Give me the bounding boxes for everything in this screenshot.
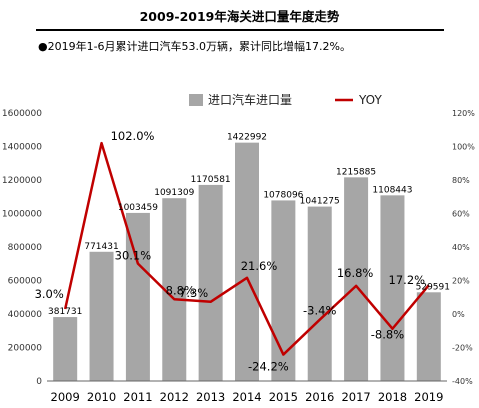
bar-value-label: 381731 xyxy=(48,307,82,317)
bar-value-label: 1091309 xyxy=(154,188,194,198)
yoy-value-label: 102.0% xyxy=(111,129,155,143)
x-tick-label: 2016 xyxy=(305,390,334,404)
right-tick-label: 80% xyxy=(452,176,470,185)
left-tick-label: 0 xyxy=(36,377,42,387)
bar-2018 xyxy=(380,195,405,381)
left-tick-label: 1200000 xyxy=(2,176,42,186)
x-tick-label: 2011 xyxy=(123,390,152,404)
yoy-value-label: 16.8% xyxy=(337,266,374,280)
left-tick-label: 200000 xyxy=(8,344,43,354)
bar-value-label: 1003459 xyxy=(118,203,158,213)
bar-2014 xyxy=(235,142,259,381)
chart-subtitle: ●2019年1-6月累计进口汽车53.0万辆，累计同比增幅17.2%。 xyxy=(38,40,351,53)
bar-2013 xyxy=(198,184,223,381)
bar-2016 xyxy=(307,206,332,381)
bar-value-label: 1170581 xyxy=(191,175,231,185)
x-tick-label: 2013 xyxy=(196,390,225,404)
bar-value-label: 1078096 xyxy=(263,190,303,200)
yoy-value-label: -24.2% xyxy=(248,360,289,374)
chart-title: 2009-2019年海关进口量年度走势 xyxy=(139,9,340,24)
right-tick-label: 0% xyxy=(452,310,465,319)
legend: 进口汽车进口量 YOY xyxy=(189,92,382,107)
x-tick-label: 2017 xyxy=(341,390,370,404)
bar-value-label: 1422992 xyxy=(227,133,267,143)
bar-2019 xyxy=(416,292,441,381)
right-tick-label: 20% xyxy=(452,277,470,286)
legend-swatch-bar xyxy=(189,94,203,106)
bar-value-label: 1108443 xyxy=(372,185,412,195)
left-tick-label: 1000000 xyxy=(2,210,42,220)
yoy-value-label: 30.1% xyxy=(115,249,152,263)
yoy-value-label: -8.8% xyxy=(371,328,404,342)
left-tick-label: 1600000 xyxy=(2,109,42,119)
x-tick-label: 2009 xyxy=(51,390,80,404)
legend-label-bar: 进口汽车进口量 xyxy=(208,92,292,107)
x-tick-label: 2010 xyxy=(87,390,116,404)
bar-value-label: 1041275 xyxy=(300,197,340,207)
x-tick-label: 2012 xyxy=(160,390,189,404)
bar-2012 xyxy=(162,198,187,381)
x-tick-label: 2014 xyxy=(232,390,261,404)
title-divider xyxy=(36,29,444,31)
yoy-value-label: 7.3% xyxy=(179,286,208,300)
right-tick-label: 60% xyxy=(452,210,470,219)
yoy-value-label: 3.0% xyxy=(35,287,64,301)
yoy-value-label: -3.4% xyxy=(303,304,336,318)
legend-label-line: YOY xyxy=(358,93,382,107)
bar-value-label: 771431 xyxy=(84,242,118,252)
bar-2010 xyxy=(89,251,114,381)
right-tick-label: 40% xyxy=(452,243,470,252)
left-tick-label: 1400000 xyxy=(2,143,42,153)
x-tick-label: 2018 xyxy=(378,390,407,404)
right-tick-label: 100% xyxy=(452,143,475,152)
left-tick-label: 800000 xyxy=(8,243,43,253)
yoy-value-label: 17.2% xyxy=(389,273,426,287)
bar-value-label: 1215885 xyxy=(336,167,376,177)
x-tick-label: 2019 xyxy=(414,390,443,404)
right-tick-label: -20% xyxy=(452,344,473,353)
yoy-value-label: 8.8% xyxy=(166,283,195,297)
yoy-value-label: 21.6% xyxy=(241,259,278,273)
yoy-line xyxy=(63,141,430,356)
left-tick-label: 400000 xyxy=(8,310,43,320)
bar-2015 xyxy=(271,200,296,381)
right-tick-label: -40% xyxy=(452,377,473,386)
bar-value-label: 529591 xyxy=(416,282,450,292)
bar-2009 xyxy=(53,317,78,381)
left-tick-label: 600000 xyxy=(8,277,43,287)
bar-2017 xyxy=(344,177,369,381)
right-tick-label: 120% xyxy=(452,109,475,118)
x-tick-label: 2015 xyxy=(269,390,298,404)
